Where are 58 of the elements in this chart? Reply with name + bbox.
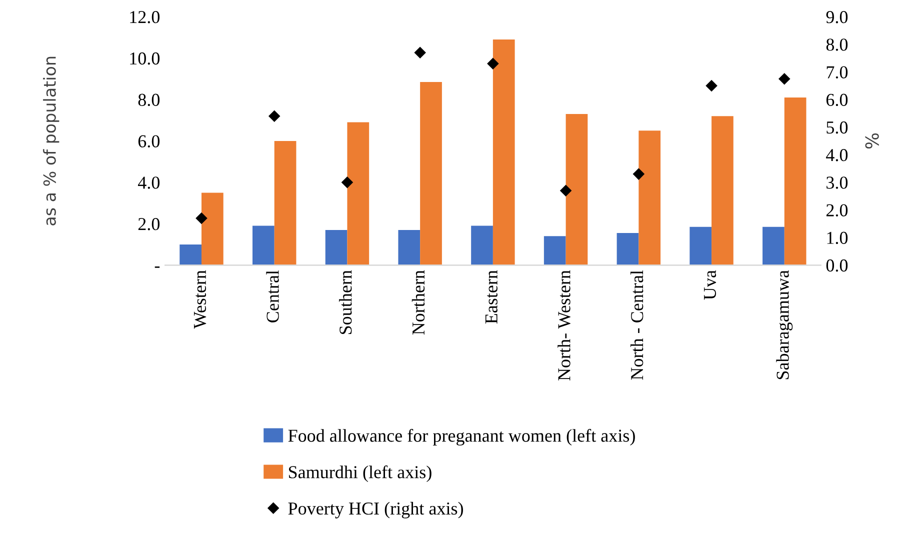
y-axis-title: as a % of population (43, 56, 60, 226)
point (487, 58, 499, 70)
bar (347, 122, 370, 266)
bar (180, 244, 202, 266)
bar (252, 226, 274, 266)
x-tick-label: Northern (412, 270, 425, 335)
bar (638, 130, 661, 266)
bar (420, 82, 442, 266)
bar (471, 226, 493, 266)
y-tick-label: - (154, 266, 160, 268)
y2-tick-label: 6.0 (826, 94, 848, 106)
legend-label: Food allowance for preganant women (left axis) (288, 428, 635, 446)
bar (274, 140, 296, 266)
x-tick-label: Eastern (485, 270, 498, 324)
y2-tick-label: 9.0 (826, 10, 848, 24)
y-tick-label: 10.0 (130, 52, 160, 65)
bar (492, 40, 515, 266)
y-tick-label: 4.0 (138, 176, 160, 189)
y2-tick-label: 1.0 (827, 232, 848, 244)
x-tick-label: Western (194, 270, 206, 329)
bar (784, 97, 806, 266)
bar (325, 230, 348, 266)
legend-label: Samurdhi (left axis) (288, 465, 432, 482)
y2-tick-label: 3.0 (826, 176, 848, 189)
x-tick-label: Central (266, 270, 279, 322)
bar (398, 230, 420, 266)
point (706, 80, 718, 92)
x-tick-label: North - Central (630, 270, 644, 380)
bar (616, 233, 639, 266)
point (633, 168, 644, 180)
point (414, 47, 426, 58)
point (560, 185, 572, 196)
bar (201, 192, 224, 266)
legend-label: Poverty HCI (right axis) (288, 502, 463, 518)
y2-axis-title: % (865, 133, 879, 149)
bar (544, 236, 566, 266)
y2-tick-label: 4.0 (826, 148, 848, 162)
y2-tick-label: 8.0 (826, 38, 848, 51)
point (196, 212, 208, 224)
point (778, 73, 790, 84)
y2-tick-label: 0.0 (826, 259, 848, 272)
point (268, 110, 280, 122)
y2-tick-label: 7.0 (826, 66, 848, 78)
bar (712, 116, 734, 266)
y-tick-label: 2.0 (138, 218, 160, 230)
x-tick-label: Sabaragamuwa (776, 270, 793, 380)
bar (566, 114, 588, 266)
point (342, 176, 353, 188)
bar (762, 226, 784, 266)
y2-tick-label: 5.0 (826, 121, 848, 134)
y-tick-label: 6.0 (138, 135, 160, 148)
y-tick-label: 8.0 (138, 94, 160, 106)
y2-tick-label: 2.0 (826, 204, 848, 216)
bar (690, 226, 712, 266)
x-tick-label: Southern (339, 270, 352, 334)
x-tick-label: North- Western (558, 270, 570, 381)
x-tick-label: Uva (704, 270, 716, 300)
y-tick-label: 12.0 (130, 10, 160, 24)
